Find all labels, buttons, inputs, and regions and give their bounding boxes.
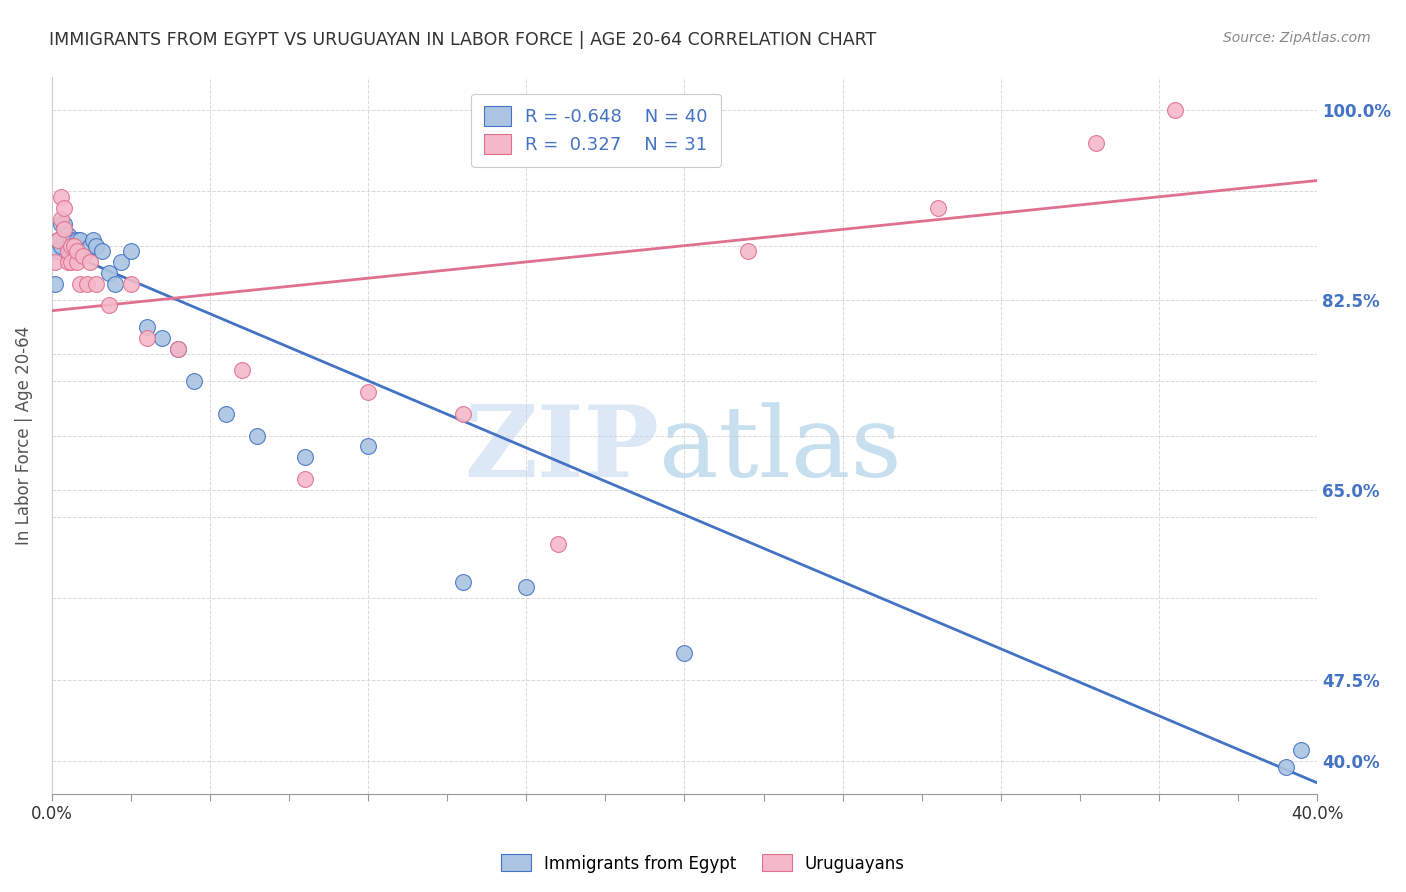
- Point: [1274, 759, 1296, 773]
- Point: [120, 244, 142, 258]
- Point: [135, 331, 157, 345]
- Point: [120, 277, 142, 291]
- Point: [56, 238, 79, 252]
- Point: [294, 450, 316, 465]
- Point: [46, 244, 69, 258]
- Point: [79, 255, 101, 269]
- Point: [76, 244, 98, 258]
- Point: [357, 385, 380, 400]
- Point: [451, 407, 474, 421]
- Point: [357, 439, 380, 453]
- Point: [63, 250, 86, 264]
- Point: [1291, 743, 1313, 757]
- Point: [53, 201, 76, 215]
- Point: [84, 238, 107, 252]
- Point: [246, 428, 269, 442]
- Point: [167, 342, 190, 356]
- Text: Source: ZipAtlas.com: Source: ZipAtlas.com: [1223, 31, 1371, 45]
- Point: [1164, 103, 1187, 117]
- Point: [135, 320, 157, 334]
- Text: IMMIGRANTS FROM EGYPT VS URUGUAYAN IN LABOR FORCE | AGE 20-64 CORRELATION CHART: IMMIGRANTS FROM EGYPT VS URUGUAYAN IN LA…: [49, 31, 876, 49]
- Point: [66, 233, 89, 247]
- Point: [104, 277, 127, 291]
- Point: [63, 238, 86, 252]
- Point: [294, 472, 316, 486]
- Point: [737, 244, 759, 258]
- Point: [72, 250, 94, 264]
- Point: [56, 244, 79, 258]
- Point: [167, 342, 190, 356]
- Point: [59, 244, 82, 258]
- Point: [76, 277, 98, 291]
- Point: [53, 222, 76, 236]
- Point: [66, 244, 89, 258]
- Point: [53, 233, 76, 247]
- Point: [66, 244, 89, 258]
- Legend: Immigrants from Egypt, Uruguayans: Immigrants from Egypt, Uruguayans: [495, 847, 911, 880]
- Point: [46, 233, 69, 247]
- Text: atlas: atlas: [659, 402, 901, 498]
- Point: [69, 244, 91, 258]
- Point: [91, 244, 114, 258]
- Point: [215, 407, 238, 421]
- Point: [66, 255, 89, 269]
- Point: [51, 217, 73, 231]
- Text: ZIP: ZIP: [464, 401, 659, 499]
- Point: [56, 255, 79, 269]
- Point: [1084, 136, 1107, 150]
- Legend: R = -0.648    N = 40, R =  0.327    N = 31: R = -0.648 N = 40, R = 0.327 N = 31: [471, 94, 720, 167]
- Point: [53, 217, 76, 231]
- Point: [59, 238, 82, 252]
- Point: [451, 575, 474, 590]
- Point: [110, 255, 132, 269]
- Point: [673, 646, 696, 660]
- Point: [59, 233, 82, 247]
- Point: [59, 255, 82, 269]
- Point: [51, 211, 73, 226]
- Point: [84, 277, 107, 291]
- Point: [97, 298, 120, 312]
- Point: [72, 244, 94, 258]
- Point: [69, 233, 91, 247]
- Point: [515, 581, 537, 595]
- Point: [44, 255, 66, 269]
- Point: [63, 238, 86, 252]
- Point: [82, 233, 104, 247]
- Point: [44, 277, 66, 291]
- Point: [46, 233, 69, 247]
- Point: [547, 537, 569, 551]
- Point: [56, 227, 79, 242]
- Point: [51, 238, 73, 252]
- Y-axis label: In Labor Force | Age 20-64: In Labor Force | Age 20-64: [15, 326, 32, 545]
- Point: [51, 190, 73, 204]
- Point: [183, 374, 205, 388]
- Point: [79, 238, 101, 252]
- Point: [927, 201, 949, 215]
- Point: [152, 331, 174, 345]
- Point: [69, 277, 91, 291]
- Point: [231, 363, 253, 377]
- Point: [97, 266, 120, 280]
